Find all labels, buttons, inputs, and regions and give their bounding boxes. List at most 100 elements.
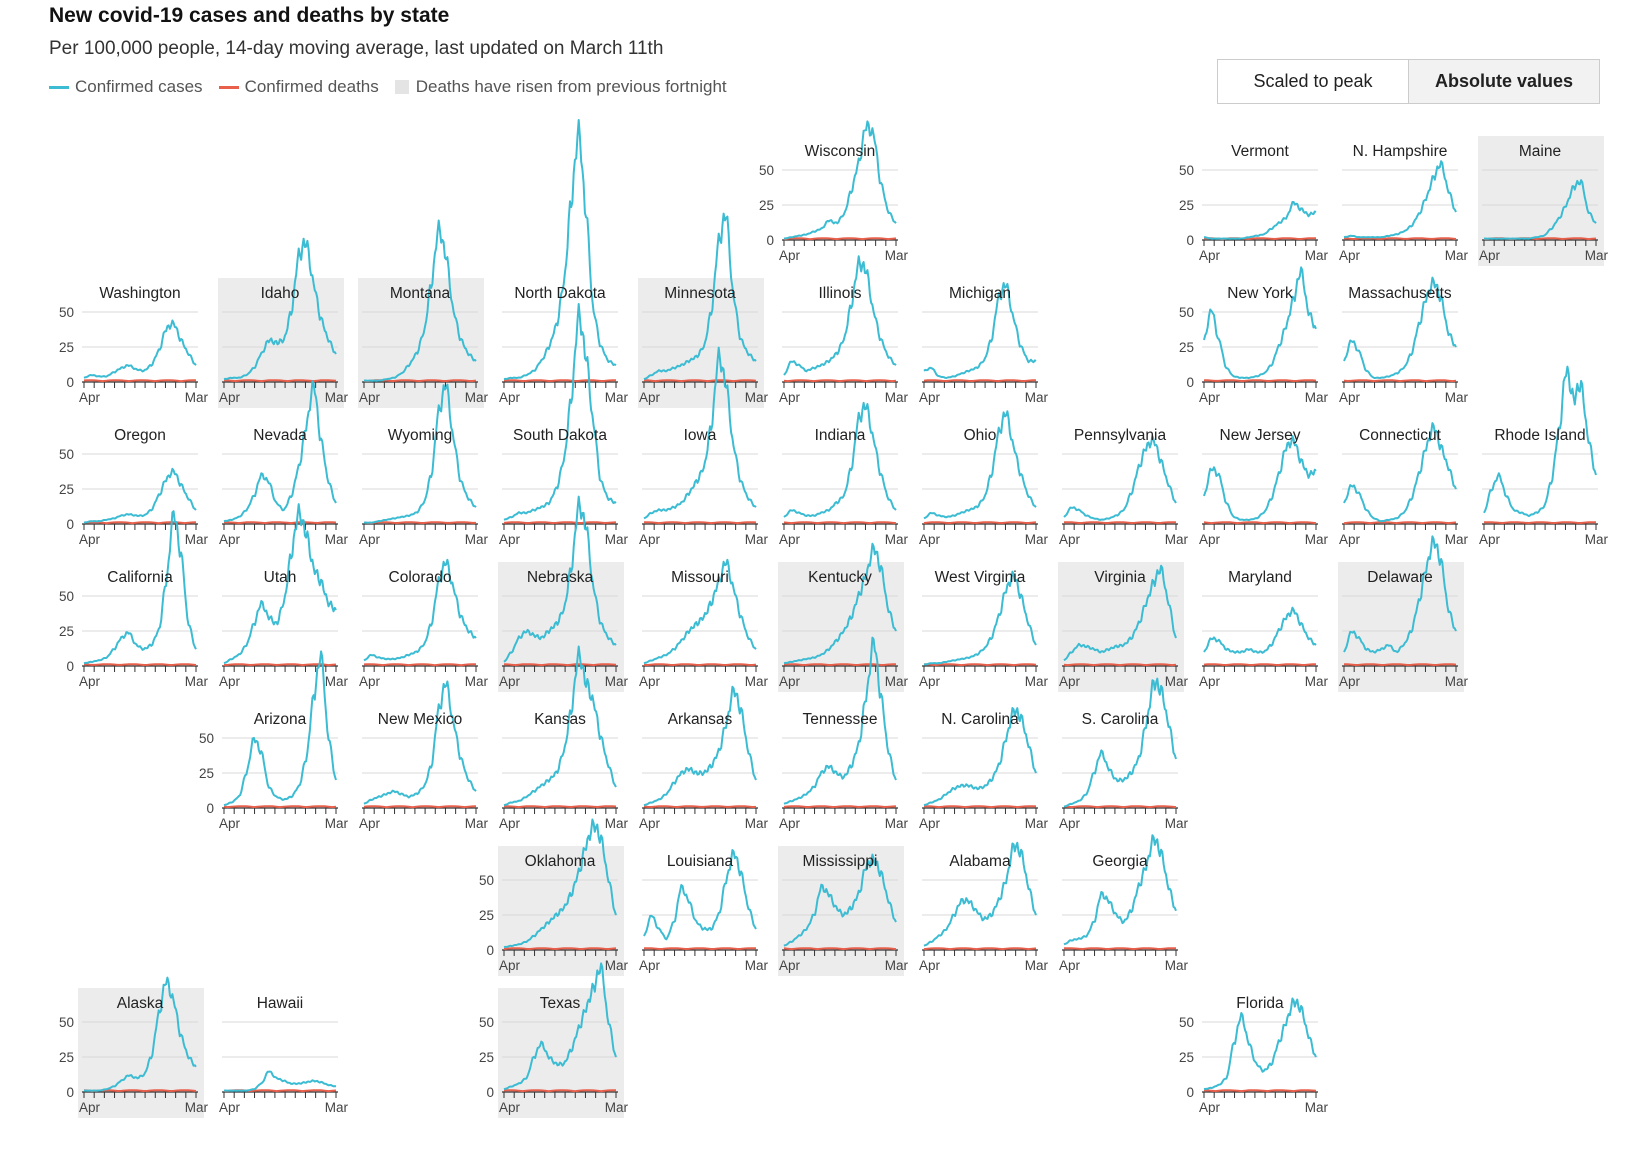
x-tick-label-start: Apr — [1059, 816, 1081, 831]
x-tick-label-end: Mar — [1585, 248, 1609, 263]
cases-line — [1483, 179, 1597, 240]
x-tick-label-start: Apr — [639, 816, 661, 831]
x-tick-label-end: Mar — [185, 1100, 209, 1115]
cases-line — [643, 849, 757, 941]
state-label: Montana — [390, 285, 451, 302]
state-panel: Apr Mar South Dakota — [499, 303, 629, 547]
x-tick-label-end: Mar — [1165, 532, 1189, 547]
y-tick-label: 25 — [1179, 1050, 1194, 1065]
x-tick-label-start: Apr — [919, 532, 941, 547]
state-label: Colorado — [389, 569, 452, 586]
x-tick-label-end: Mar — [185, 674, 209, 689]
cases-line — [1063, 564, 1177, 662]
x-tick-label-start: Apr — [79, 390, 101, 405]
cases-line — [783, 255, 897, 376]
cases-line — [923, 410, 1037, 520]
cases-line — [923, 570, 1037, 666]
x-tick-label-start: Apr — [359, 816, 381, 831]
cases-line — [1063, 435, 1177, 521]
state-label: North Dakota — [514, 285, 606, 302]
state-label: Alabama — [949, 853, 1011, 870]
y-tick-label: 50 — [59, 589, 74, 604]
x-tick-label-end: Mar — [605, 1100, 629, 1115]
state-label: Florida — [1236, 995, 1284, 1012]
deaths-line — [1203, 1089, 1317, 1093]
deaths-line — [1343, 379, 1457, 383]
state-panel: Apr Mar 0 25 50 Oregon — [59, 427, 209, 547]
deaths-line — [223, 663, 337, 667]
deaths-line — [783, 663, 896, 667]
state-panel: Apr Mar 0 25 50 Wisconsin — [759, 120, 909, 263]
y-tick-label: 50 — [59, 305, 74, 320]
y-tick-label: 0 — [766, 233, 774, 248]
y-tick-label: 50 — [479, 873, 494, 888]
x-tick-label-start: Apr — [79, 1100, 101, 1115]
x-tick-label-end: Mar — [1585, 532, 1609, 547]
deaths-line — [363, 805, 477, 809]
state-panel: Apr Mar 0 25 50 California — [59, 510, 209, 689]
x-tick-label-start: Apr — [1339, 390, 1361, 405]
cases-swatch-icon — [49, 85, 69, 89]
state-panel: Apr Mar Kentucky — [778, 542, 909, 692]
y-tick-label: 25 — [59, 1050, 74, 1065]
state-label: Georgia — [1092, 853, 1148, 870]
cases-line — [643, 685, 757, 807]
deaths-line — [923, 947, 1037, 951]
deaths-line — [924, 805, 1037, 809]
state-panel: Apr Mar Rhode Island — [1479, 365, 1609, 547]
cases-line — [223, 1070, 337, 1092]
state-panel: Apr Mar Hawaii — [219, 995, 349, 1115]
cases-line — [643, 346, 757, 520]
x-tick-label-end: Mar — [605, 532, 629, 547]
state-panel: Apr Mar Iowa — [639, 346, 769, 547]
legend-cases-label: Confirmed cases — [75, 77, 203, 96]
cases-line — [83, 467, 197, 524]
state-label: Alaska — [117, 995, 164, 1012]
scaled-to-peak-button[interactable]: Scaled to peak — [1218, 60, 1408, 103]
deaths-line — [643, 805, 757, 809]
state-label: Virginia — [1094, 569, 1146, 586]
deaths-line — [1063, 521, 1177, 525]
y-tick-label: 50 — [59, 1015, 74, 1030]
state-panel: Apr Mar 0 25 50 Alaska — [59, 976, 209, 1118]
y-tick-label: 50 — [1179, 1015, 1194, 1030]
y-tick-label: 25 — [759, 198, 774, 213]
x-tick-label-start: Apr — [219, 674, 241, 689]
deaths-line — [783, 379, 897, 383]
deaths-line — [923, 521, 1037, 525]
state-label: Idaho — [261, 285, 300, 302]
cases-line — [923, 707, 1037, 807]
x-tick-label-end: Mar — [465, 532, 489, 547]
cases-line — [503, 645, 617, 807]
x-tick-label-end: Mar — [885, 958, 909, 973]
y-tick-label: 25 — [1179, 198, 1194, 213]
absolute-values-button[interactable]: Absolute values — [1408, 60, 1599, 103]
x-tick-label-end: Mar — [1025, 674, 1049, 689]
state-label: Vermont — [1231, 143, 1289, 160]
y-tick-label: 25 — [479, 908, 494, 923]
deaths-line — [644, 521, 757, 525]
x-tick-label-end: Mar — [325, 532, 349, 547]
deaths-line — [1483, 521, 1596, 525]
x-tick-label-start: Apr — [1339, 248, 1361, 263]
state-label: Nebraska — [527, 569, 594, 586]
state-panel: Apr Mar Indiana — [779, 401, 909, 547]
cases-line — [923, 282, 1037, 379]
deaths-line — [783, 521, 897, 525]
cases-line — [363, 558, 477, 662]
legend-deaths-label: Confirmed deaths — [244, 77, 379, 96]
x-tick-label-start: Apr — [79, 674, 101, 689]
y-tick-label: 25 — [59, 624, 74, 639]
state-panel: Apr Mar 0 25 50 Florida — [1179, 995, 1329, 1115]
state-panel: Apr Mar Montana — [358, 219, 489, 408]
deaths-line — [83, 521, 197, 525]
state-label: Louisiana — [667, 853, 734, 870]
cases-line — [643, 212, 757, 381]
state-panel: Apr Mar Illinois — [779, 255, 909, 405]
deaths-line — [643, 947, 757, 951]
deaths-line — [83, 379, 196, 383]
state-panel: Apr Mar Virginia — [1058, 562, 1189, 692]
risen-background — [218, 278, 344, 408]
cases-line — [1063, 834, 1177, 946]
